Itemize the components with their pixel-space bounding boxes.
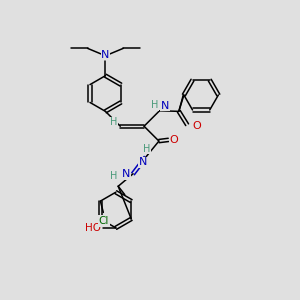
Text: H: H — [110, 171, 118, 181]
Text: O: O — [193, 121, 201, 131]
Text: H: H — [143, 144, 151, 154]
Text: HO: HO — [85, 223, 101, 233]
Text: Cl: Cl — [99, 216, 109, 226]
Text: H: H — [110, 117, 117, 127]
Text: N: N — [139, 158, 147, 167]
Text: H: H — [151, 100, 158, 110]
Text: N: N — [101, 50, 110, 60]
Text: N: N — [161, 101, 170, 111]
Text: N: N — [122, 169, 131, 179]
Text: O: O — [169, 135, 178, 145]
